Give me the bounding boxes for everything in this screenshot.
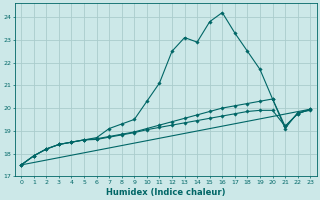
X-axis label: Humidex (Indice chaleur): Humidex (Indice chaleur) xyxy=(106,188,226,197)
